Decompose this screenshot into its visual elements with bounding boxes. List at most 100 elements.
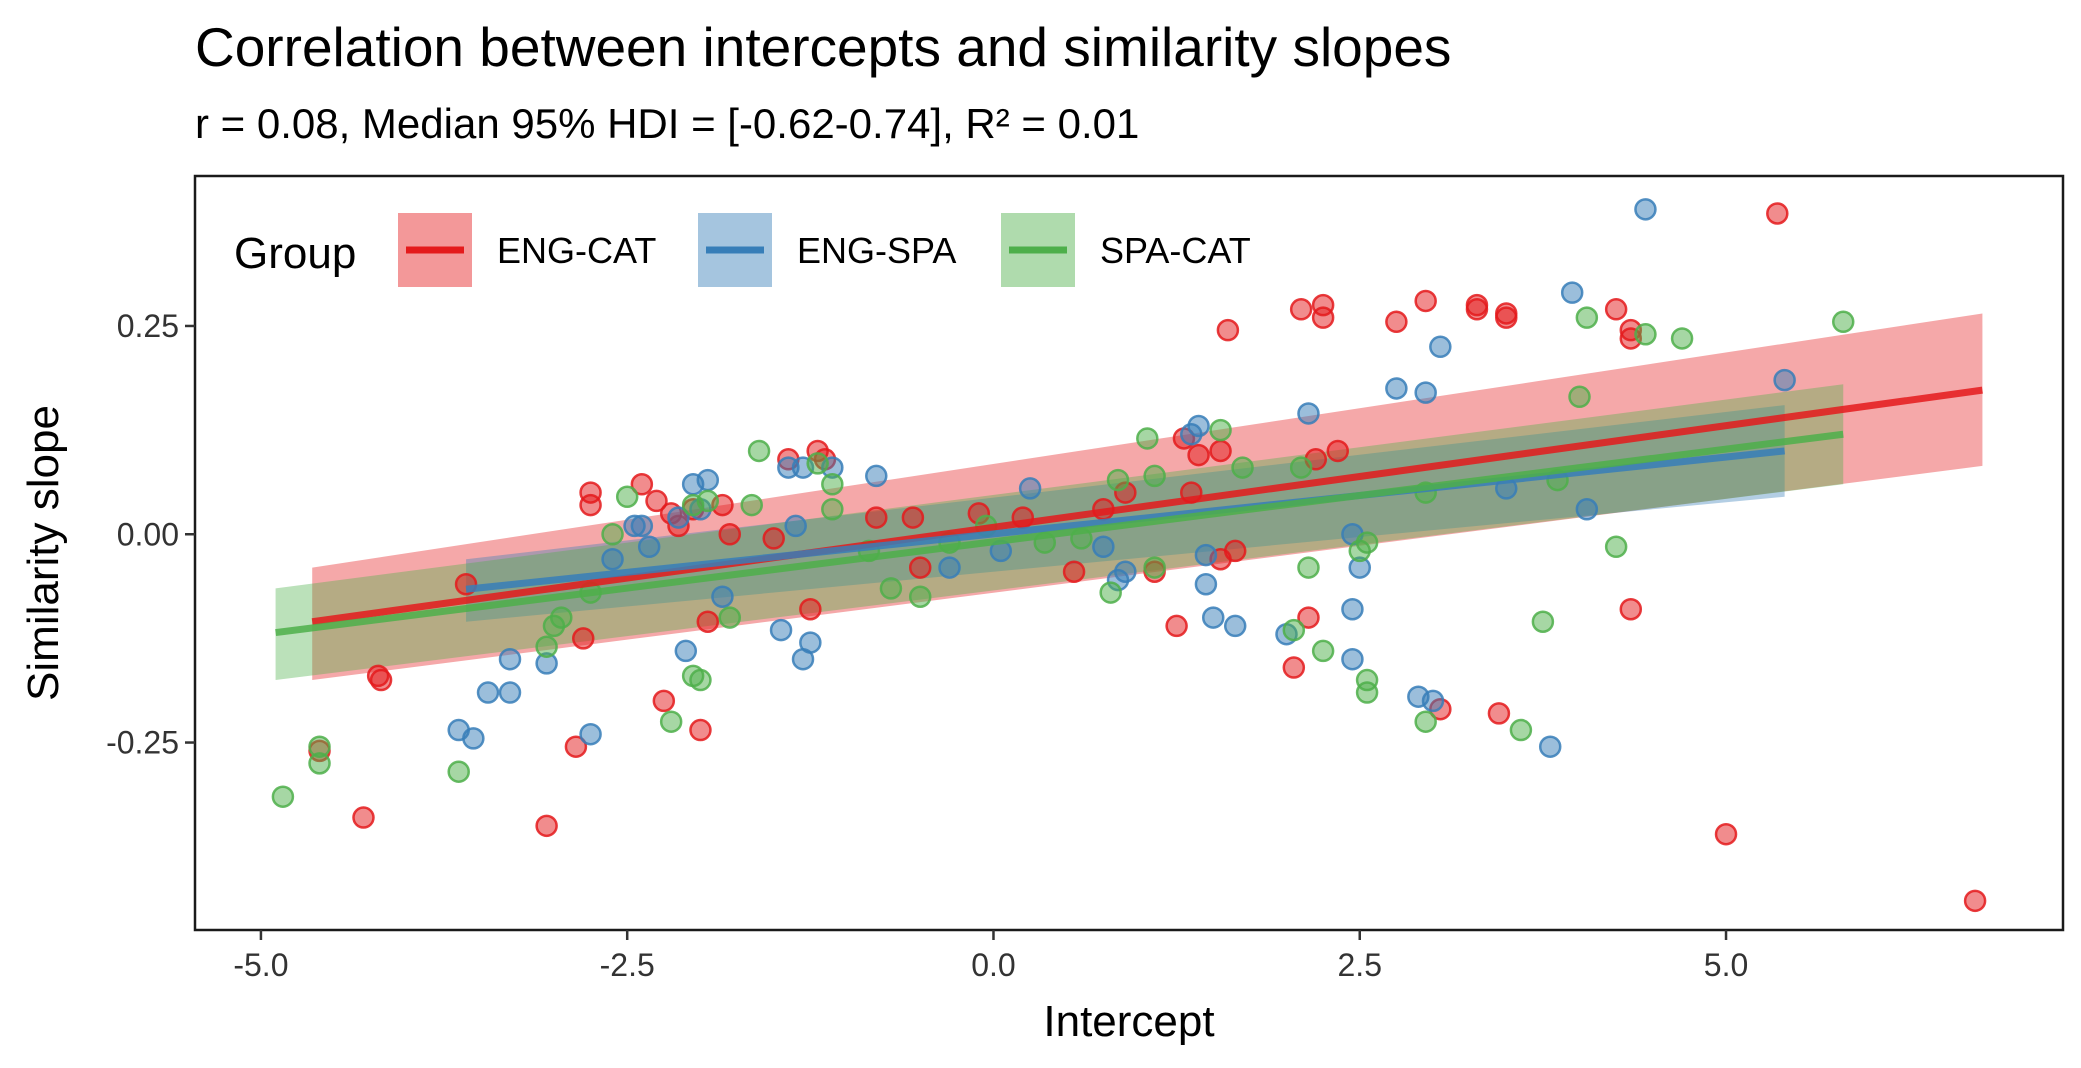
data-point [1289,456,1313,479]
data-point [1143,464,1166,488]
data-point [652,689,676,713]
data-point [572,627,595,650]
data-point [1963,889,1987,913]
data-point [901,506,925,529]
y-tick-label: 0.25 [117,308,179,344]
data-point [579,493,602,517]
data-point [689,668,712,692]
data-point [1414,289,1437,313]
data-point [1136,427,1159,450]
data-point [1223,539,1247,563]
data-point [1766,202,1789,225]
data-point [718,606,742,629]
data-point [1143,556,1166,579]
data-point [1201,606,1225,629]
fit-line-eng-spa [465,447,1785,593]
fit-line-spa-cat [275,430,1844,637]
data-point [1538,735,1562,758]
x-tick-label: 0.0 [971,947,1015,983]
data-point [1114,560,1137,583]
data-point [462,727,485,750]
data-point [1282,618,1306,642]
data-point [601,523,624,546]
data-point [1092,535,1115,559]
data-point [1209,418,1232,442]
legend-label: ENG-CAT [497,230,656,271]
legend-label: SPA-CAT [1100,230,1251,271]
data-point [1531,610,1555,633]
data-point [535,814,558,838]
data-point [1355,531,1379,554]
data-point [865,506,888,529]
data-point [1341,597,1364,621]
data-point [637,535,661,559]
data-point [1231,456,1254,479]
data-point [476,681,500,704]
data-point [667,506,690,529]
data-point [630,514,654,538]
data-point [1560,281,1584,304]
data-point [1297,606,1320,629]
x-axis-title: Intercept [1043,997,1214,1046]
data-point [689,718,712,742]
y-tick-label: 0.00 [117,516,179,552]
data-point [271,785,295,808]
data-point [1355,681,1379,704]
data-point [1194,543,1218,567]
data-point [938,556,961,579]
chart-title: Correlation between intercepts and simil… [195,16,1451,78]
legend-title: Group [234,229,356,278]
x-tick-label: -2.5 [600,947,655,983]
data-point [1099,581,1122,604]
legend: Group ENG-CAT ENG-SPA SPA-CAT [234,213,1251,287]
data-point [1634,323,1657,346]
x-tick-label: -5.0 [233,947,288,983]
data-point [1282,656,1306,679]
plot-panel-border [193,174,2065,932]
data-point [740,493,763,517]
data-point [1670,327,1694,350]
data-point [550,606,573,629]
data-point [601,547,624,571]
data-point [879,577,903,600]
data-point [696,489,720,513]
data-point [564,735,588,758]
legend-label: ENG-SPA [797,230,956,271]
data-point [579,722,602,746]
data-point [1619,597,1643,621]
data-point [1311,306,1335,329]
data-point [1465,298,1489,321]
data-point [1216,318,1240,342]
data-point [1575,498,1599,521]
data-point [1509,718,1533,742]
y-tick-label: -0.25 [106,725,179,761]
data-point [1385,310,1408,334]
data-point [615,485,639,509]
data-point [1429,335,1452,359]
data-point [1297,556,1320,579]
data-point [1289,298,1313,321]
data-point [1341,647,1364,671]
data-point [1773,368,1796,392]
data-point [718,523,742,546]
data-point [659,710,683,733]
data-point [630,473,654,496]
data-point [1187,414,1210,438]
data-point [535,635,558,658]
data-point [821,473,844,496]
data-point [696,468,720,492]
fit-line-eng-cat [311,386,1983,626]
data-point [645,489,668,513]
data-point [784,514,807,538]
y-axis: 0.25 0.00 -0.25 [106,308,195,761]
x-axis: -5.0 -2.5 0.0 2.5 5.0 [233,930,1748,983]
data-point [1604,535,1628,559]
data-point [769,618,793,642]
x-tick-label: 5.0 [1704,947,1748,983]
data-point [1495,306,1518,329]
data-point [1018,477,1042,500]
data-point [791,647,815,671]
data-point [498,647,522,671]
data-point [1831,310,1855,334]
